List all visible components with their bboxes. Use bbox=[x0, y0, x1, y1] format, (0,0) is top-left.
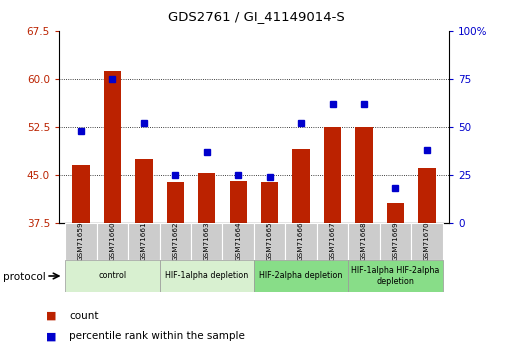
Text: GSM71662: GSM71662 bbox=[172, 222, 179, 261]
Bar bbox=[104, 71, 121, 223]
Bar bbox=[223, 223, 254, 260]
Bar bbox=[324, 127, 341, 223]
Text: count: count bbox=[69, 311, 99, 321]
Text: percentile rank within the sample: percentile rank within the sample bbox=[69, 332, 245, 341]
Bar bbox=[292, 149, 310, 223]
Text: GSM71663: GSM71663 bbox=[204, 222, 210, 261]
Bar bbox=[191, 223, 223, 260]
Text: GSM71664: GSM71664 bbox=[235, 222, 241, 261]
Bar bbox=[387, 204, 404, 223]
Bar bbox=[317, 223, 348, 260]
Bar bbox=[254, 223, 285, 260]
Text: ■: ■ bbox=[46, 311, 56, 321]
Text: GSM71660: GSM71660 bbox=[109, 222, 115, 261]
Bar bbox=[160, 260, 254, 292]
Bar bbox=[348, 223, 380, 260]
Bar bbox=[348, 260, 443, 292]
Text: GSM71670: GSM71670 bbox=[424, 222, 430, 261]
Bar bbox=[380, 223, 411, 260]
Text: GSM71665: GSM71665 bbox=[267, 222, 272, 261]
Bar bbox=[254, 260, 348, 292]
Text: ■: ■ bbox=[46, 332, 56, 341]
Bar bbox=[285, 223, 317, 260]
Bar bbox=[160, 223, 191, 260]
Text: GSM71668: GSM71668 bbox=[361, 222, 367, 261]
Bar bbox=[356, 127, 372, 223]
Bar bbox=[411, 223, 443, 260]
Bar bbox=[167, 182, 184, 223]
Bar bbox=[72, 165, 90, 223]
Bar bbox=[229, 181, 247, 223]
Text: HIF-1alpha HIF-2alpha
depletion: HIF-1alpha HIF-2alpha depletion bbox=[351, 266, 440, 286]
Text: HIF-1alpha depletion: HIF-1alpha depletion bbox=[165, 272, 248, 280]
Text: HIF-2alpha depletion: HIF-2alpha depletion bbox=[260, 272, 343, 280]
Bar bbox=[128, 223, 160, 260]
Bar bbox=[261, 182, 278, 223]
Bar bbox=[97, 223, 128, 260]
Text: GSM71669: GSM71669 bbox=[392, 222, 399, 261]
Bar bbox=[65, 223, 97, 260]
Text: GSM71666: GSM71666 bbox=[298, 222, 304, 261]
Text: control: control bbox=[98, 272, 127, 280]
Text: GDS2761 / GI_41149014-S: GDS2761 / GI_41149014-S bbox=[168, 10, 345, 23]
Text: GSM71667: GSM71667 bbox=[329, 222, 336, 261]
Bar bbox=[418, 168, 436, 223]
Text: GSM71661: GSM71661 bbox=[141, 222, 147, 261]
Text: protocol: protocol bbox=[3, 272, 45, 282]
Bar bbox=[198, 174, 215, 223]
Bar bbox=[65, 260, 160, 292]
Bar bbox=[135, 159, 152, 223]
Text: GSM71659: GSM71659 bbox=[78, 222, 84, 261]
